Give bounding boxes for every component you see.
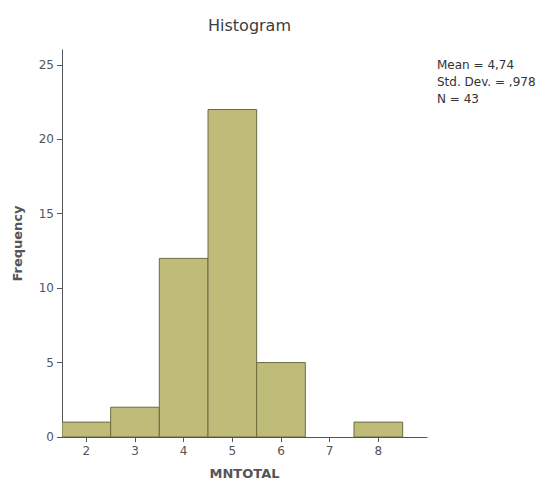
svg-text:3: 3	[131, 444, 139, 458]
svg-text:Histogram: Histogram	[208, 16, 291, 35]
svg-text:Mean = 4,74: Mean = 4,74	[437, 58, 514, 72]
svg-text:4: 4	[180, 444, 188, 458]
svg-text:15: 15	[39, 207, 54, 221]
svg-text:5: 5	[46, 356, 54, 370]
svg-text:6: 6	[277, 444, 285, 458]
svg-text:2: 2	[83, 444, 91, 458]
svg-text:10: 10	[39, 281, 54, 295]
svg-text:Std. Dev. = ,978: Std. Dev. = ,978	[437, 75, 536, 89]
svg-text:0: 0	[46, 430, 54, 444]
svg-text:N = 43: N = 43	[437, 92, 479, 106]
svg-text:20: 20	[39, 132, 54, 146]
svg-text:MNTOTAL: MNTOTAL	[210, 466, 280, 481]
svg-text:Frequency: Frequency	[10, 205, 25, 282]
svg-text:8: 8	[375, 444, 383, 458]
svg-text:25: 25	[39, 58, 54, 72]
svg-text:7: 7	[326, 444, 334, 458]
svg-text:5: 5	[229, 444, 237, 458]
